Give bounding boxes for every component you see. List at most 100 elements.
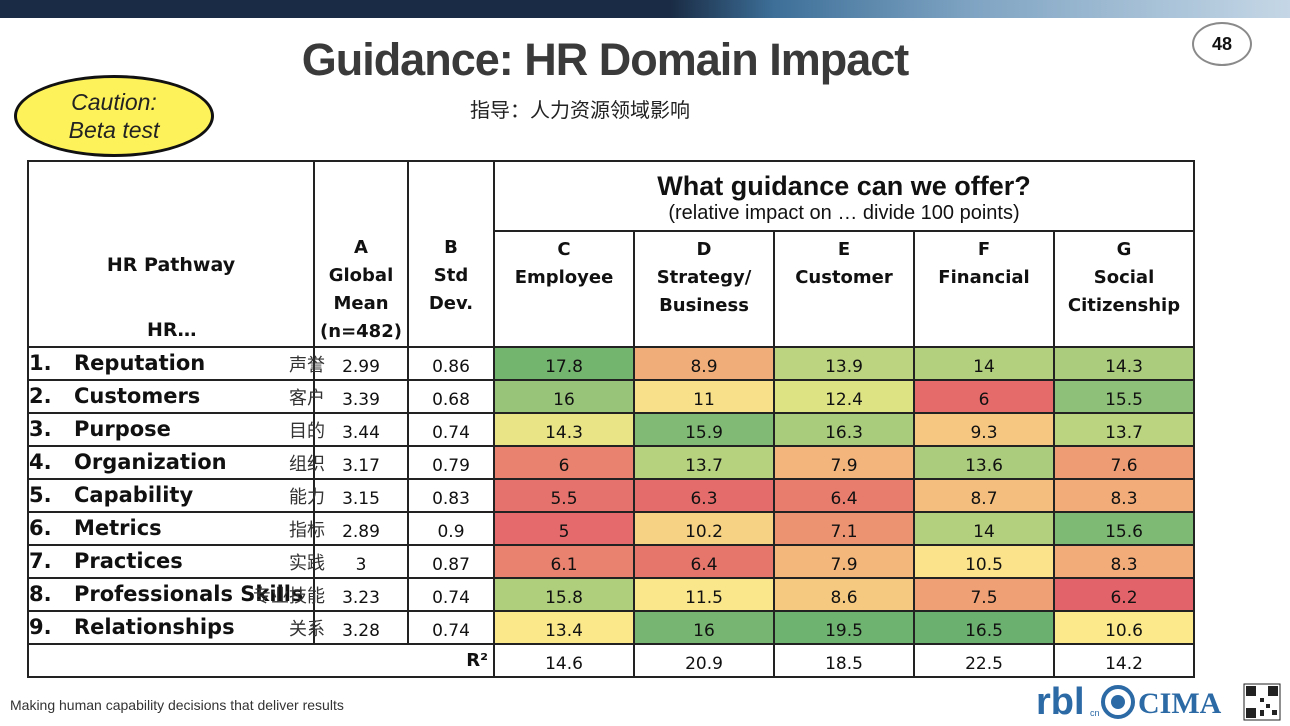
impact-col-header: F Financial (913, 230, 1055, 348)
row-mean: 3 (313, 544, 409, 579)
guidance-header: What guidance can we offer? (relative im… (493, 160, 1195, 232)
table-row: 5. Capability 能力 3.15 0.83 5.5 6.3 6.4 8.7 8.3 (27, 478, 1195, 513)
row-zh: 能力 (289, 487, 325, 508)
impact-cell: 10.6 (1053, 610, 1195, 645)
impact-cell: 12.4 (773, 379, 915, 414)
row-label: 3. Purpose 目的 (27, 412, 325, 447)
impact-cell: 10.5 (913, 544, 1055, 579)
table-row: 4. Organization 组织 3.17 0.79 6 13.7 7.9 13.6 7.6 (27, 445, 1195, 480)
row-sd: 0.83 (407, 478, 495, 513)
impact-cell: 6.3 (633, 478, 775, 513)
impact-cell: 8.9 (633, 346, 775, 381)
impact-cell: 14.3 (493, 412, 635, 447)
row-zh: 实践 (289, 553, 325, 574)
cima-emblem-icon (1101, 685, 1135, 719)
impact-cell: 19.5 (773, 610, 915, 645)
impact-cell: 15.8 (493, 577, 635, 612)
row-zh: 声誉 (289, 355, 325, 376)
row-zh: 目的 (289, 421, 325, 442)
impact-col-header: E Customer (773, 230, 915, 348)
row-name: Relationships (74, 615, 235, 639)
row-mean: 3.23 (313, 577, 409, 612)
impact-cell: 10.2 (633, 511, 775, 546)
row-label: 2. Customers 客户 (27, 379, 325, 414)
table-row: 1. Reputation 声誉 2.99 0.86 17.8 8.9 13.9 14 14.3 (27, 346, 1195, 381)
row-sd: 0.74 (407, 610, 495, 645)
caution-line2: Beta test (68, 117, 160, 143)
caution-line1: Caution: (71, 89, 157, 115)
page-number: 48 (1211, 33, 1233, 54)
hr-pathway-sub: HR… (147, 319, 197, 341)
col-a-line2: Mean (333, 293, 389, 314)
impact-cell: 8.7 (913, 478, 1055, 513)
row-num: 2. (29, 384, 52, 408)
table-row: 2. Customers 客户 3.39 0.68 16 11 12.4 6 15.5 (27, 379, 1195, 414)
col-b-letter: B (444, 237, 458, 258)
impact-col-line1: Customer (795, 267, 893, 288)
impact-cell: 6.1 (493, 544, 635, 579)
hr-pathway-header: HR Pathway HR… (27, 160, 315, 348)
impact-col-header: C Employee (493, 230, 635, 348)
row-sd: 0.68 (407, 379, 495, 414)
table-row: 6. Metrics 指标 2.89 0.9 5 10.2 7.1 14 15.6 (27, 511, 1195, 546)
row-num: 5. (29, 483, 52, 507)
row-name: Reputation (74, 351, 206, 375)
row-label: 4. Organization 组织 (27, 445, 325, 480)
row-name: Metrics (74, 516, 162, 540)
col-a-letter: A (354, 237, 368, 258)
impact-cell: 7.5 (913, 577, 1055, 612)
row-name: Capability (74, 483, 194, 507)
row-mean: 3.15 (313, 478, 409, 513)
row-zh: 关系 (289, 619, 325, 640)
impact-col-line1: Strategy/ (656, 267, 752, 288)
impact-cell: 6 (913, 379, 1055, 414)
impact-cell: 5 (493, 511, 635, 546)
impact-col-line1: Financial (938, 267, 1030, 288)
impact-cell: 8.3 (1053, 544, 1195, 579)
row-zh: 指标 (289, 520, 325, 541)
rbl-logo: rbl (1036, 681, 1085, 722)
qr-code-icon (1243, 683, 1281, 721)
impact-cell: 16.3 (773, 412, 915, 447)
guidance-table: HR Pathway HR… A Global Mean (n=482) B S… (27, 160, 1195, 678)
row-name: Organization (74, 450, 227, 474)
rbl-sub: cn (1090, 708, 1100, 718)
impact-col-line1: Employee (514, 267, 614, 288)
row-mean: 3.39 (313, 379, 409, 414)
impact-col-letter: G (1116, 239, 1132, 260)
row-mean: 2.99 (313, 346, 409, 381)
impact-cell: 13.7 (633, 445, 775, 480)
impact-cell: 6 (493, 445, 635, 480)
impact-col-letter: C (557, 239, 571, 260)
impact-cell: 6.2 (1053, 577, 1195, 612)
impact-cell: 5.5 (493, 478, 635, 513)
top-banner (0, 0, 1290, 18)
col-b-line1: Std (433, 265, 469, 286)
page-number-badge: 48 (1192, 22, 1252, 66)
partner-logos: rbl cn CIMA (1036, 681, 1281, 722)
impact-col-letter: F (977, 239, 991, 260)
footer-tagline: Making human capability decisions that d… (10, 697, 344, 713)
impact-cell: 6.4 (633, 544, 775, 579)
impact-cell: 16.5 (913, 610, 1055, 645)
impact-cell: 13.4 (493, 610, 635, 645)
row-mean: 3.28 (313, 610, 409, 645)
impact-cell: 7.9 (773, 445, 915, 480)
impact-col-line2: Citizenship (1067, 295, 1181, 316)
impact-cell: 8.3 (1053, 478, 1195, 513)
guidance-title: What guidance can we offer? (657, 171, 1031, 201)
impact-col-line2: Business (659, 295, 749, 316)
row-sd: 0.74 (407, 577, 495, 612)
caution-badge: Caution: Beta test (14, 75, 214, 157)
impact-cell: 7.6 (1053, 445, 1195, 480)
impact-cell: 13.9 (773, 346, 915, 381)
r2-row: R² 14.6 20.9 18.5 22.5 14.2 (27, 643, 1195, 678)
r2-value: 14.6 (493, 643, 635, 678)
page-title: Guidance: HR Domain Impact (301, 34, 910, 85)
row-num: 6. (29, 516, 52, 540)
cima-logo: CIMA (1138, 687, 1222, 720)
row-mean: 3.17 (313, 445, 409, 480)
table-row: 9. Relationships 关系 3.28 0.74 13.4 16 19.5 16.5 1… (27, 610, 1195, 645)
impact-cell: 8.6 (773, 577, 915, 612)
r2-value: 22.5 (913, 643, 1055, 678)
